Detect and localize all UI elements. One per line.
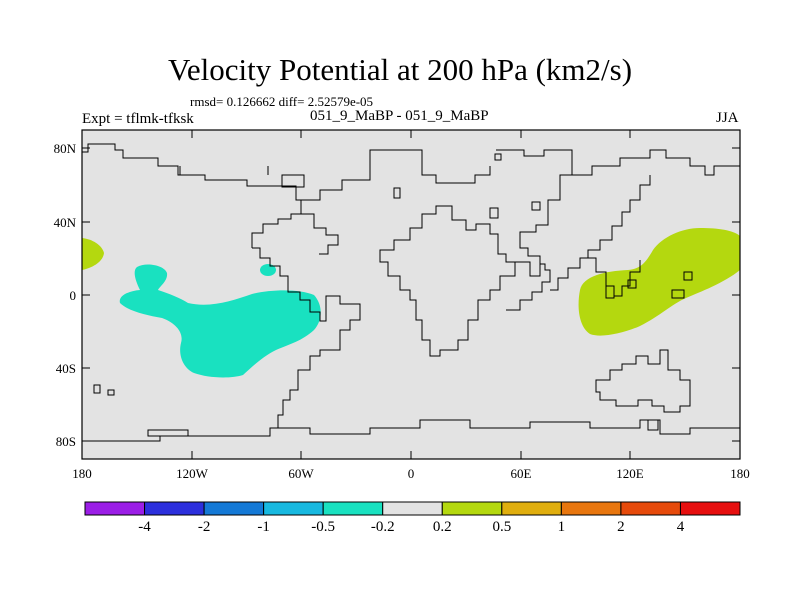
- positive-anomaly-edge: [82, 238, 104, 270]
- lon-label: 0: [407, 466, 415, 481]
- lat-label: 40S: [55, 361, 76, 376]
- colorbar-swatch: [263, 501, 324, 516]
- lon-label: 180: [72, 466, 92, 481]
- colorbar-swatch: [144, 501, 205, 516]
- lat-label: 80S: [55, 434, 76, 449]
- lon-label: 120W: [176, 466, 208, 481]
- lon-label: 60E: [510, 466, 532, 481]
- lat-label: 40N: [53, 215, 76, 230]
- colorbar-label: -0.2: [370, 519, 395, 535]
- lat-label: 0: [69, 288, 77, 303]
- colorbar-label: 2: [617, 519, 625, 535]
- lon-label: 120E: [616, 466, 644, 481]
- colorbar-swatch: [322, 501, 384, 516]
- anomaly-fills: [82, 228, 740, 378]
- colorbar-label: -2: [197, 519, 211, 535]
- colorbar-swatch: [679, 501, 741, 516]
- positive-anomaly-region: [578, 228, 740, 336]
- lat-label: 80N: [53, 141, 76, 156]
- colorbar-label: 1: [557, 519, 566, 535]
- colorbar-label: -1: [257, 519, 270, 535]
- colorbar-swatch: [84, 501, 146, 516]
- lon-label: 180: [730, 466, 750, 481]
- negative-anomaly-region: [119, 264, 321, 378]
- colorbar-label: 0.5: [492, 519, 512, 535]
- stats-text: rmsd= 0.126662 diff= 2.52579e-05: [190, 94, 374, 109]
- lon-label: 60W: [288, 466, 314, 481]
- experiment-label: Expt = tflmk-tfksk: [82, 111, 194, 127]
- colorbar-swatch: [620, 501, 681, 516]
- coastlines: [82, 143, 740, 442]
- colorbar-swatch: [382, 501, 443, 516]
- colorbar-label: 4: [676, 519, 685, 535]
- colorbar-label: 0.2: [432, 519, 452, 535]
- colorbar-swatch: [441, 501, 503, 516]
- colorbar-label: -0.5: [311, 519, 336, 535]
- map-title: Velocity Potential at 200 hPa (km2/s): [167, 52, 633, 87]
- negative-anomaly-small: [260, 264, 276, 276]
- axis-ticks: [82, 130, 740, 459]
- colorbar-swatch: [203, 501, 265, 516]
- comparison-label: 051_9_MaBP - 051_9_MaBP: [310, 108, 489, 124]
- colorbar-swatch: [560, 501, 622, 516]
- colorbar-swatch: [501, 501, 562, 516]
- season-label: JJA: [716, 110, 739, 126]
- colorbar-label: -4: [138, 519, 151, 535]
- colorbar: [84, 501, 741, 516]
